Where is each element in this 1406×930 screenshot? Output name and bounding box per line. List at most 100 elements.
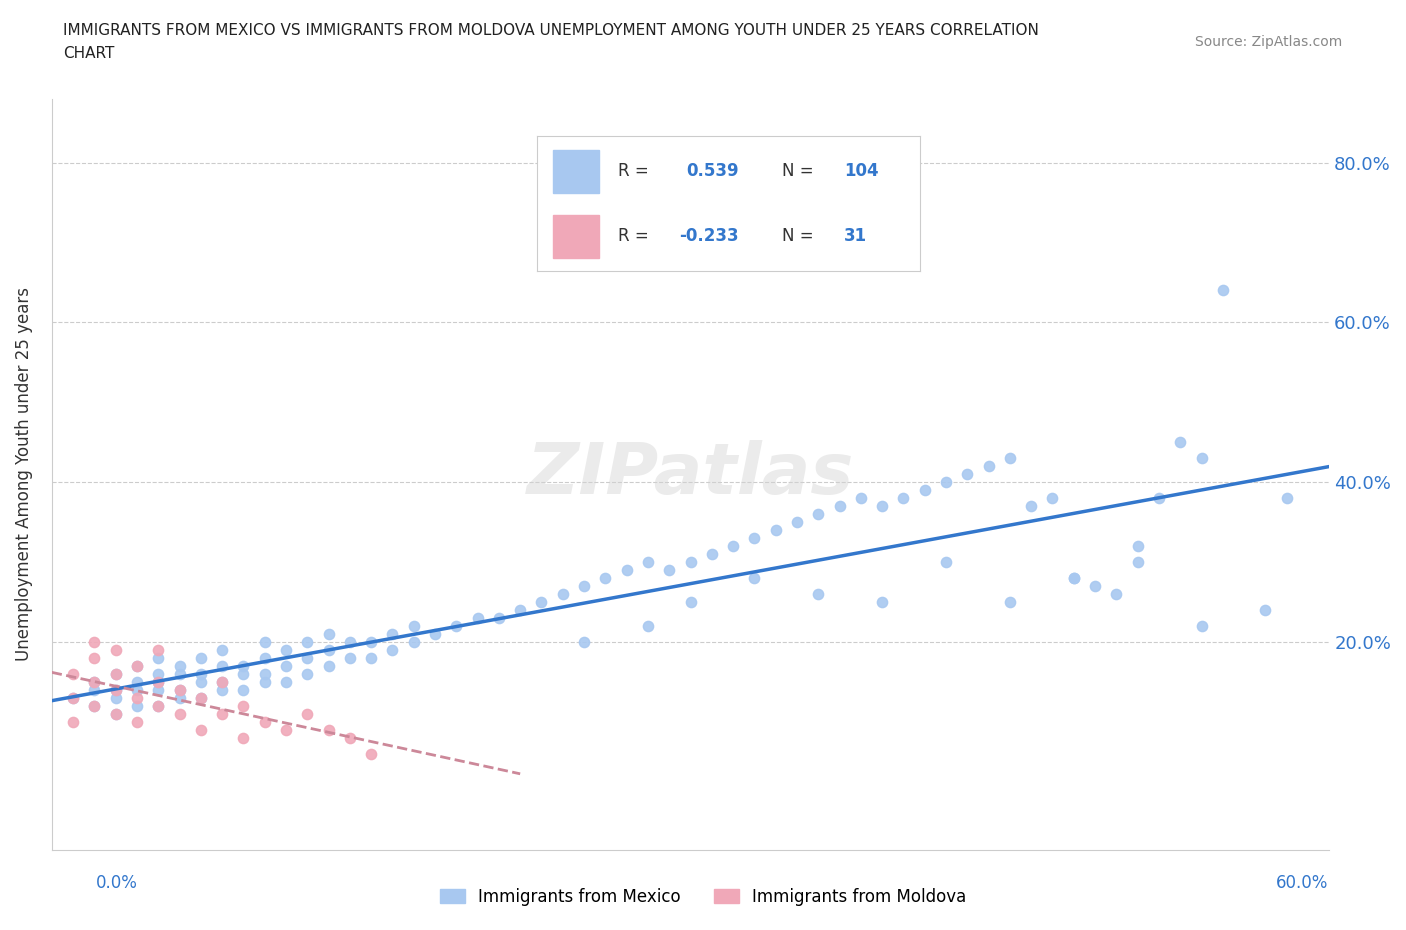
- Point: [148, 698, 170, 713]
- Point: [402, 634, 425, 649]
- Point: [1019, 498, 1042, 513]
- Point: [1042, 491, 1064, 506]
- Point: [125, 691, 148, 706]
- Point: [637, 555, 659, 570]
- Point: [232, 667, 254, 682]
- Point: [1126, 538, 1149, 553]
- Point: [190, 723, 212, 737]
- Point: [104, 683, 127, 698]
- Point: [1063, 571, 1085, 586]
- Point: [83, 651, 105, 666]
- Point: [1084, 578, 1107, 593]
- Point: [274, 723, 297, 737]
- Point: [83, 698, 105, 713]
- Point: [914, 483, 936, 498]
- Point: [637, 618, 659, 633]
- Point: [125, 698, 148, 713]
- Point: [297, 634, 319, 649]
- Point: [62, 714, 84, 729]
- Point: [83, 634, 105, 649]
- Point: [509, 603, 531, 618]
- Point: [274, 643, 297, 658]
- Point: [1147, 491, 1170, 506]
- Point: [318, 643, 340, 658]
- Point: [211, 674, 233, 689]
- Point: [700, 547, 723, 562]
- Point: [721, 538, 744, 553]
- Point: [125, 714, 148, 729]
- Point: [104, 683, 127, 698]
- Point: [274, 674, 297, 689]
- Point: [253, 674, 276, 689]
- Point: [339, 651, 361, 666]
- Point: [488, 611, 510, 626]
- Point: [956, 467, 979, 482]
- Point: [148, 698, 170, 713]
- Point: [595, 571, 617, 586]
- Point: [297, 667, 319, 682]
- Text: IMMIGRANTS FROM MEXICO VS IMMIGRANTS FROM MOLDOVA UNEMPLOYMENT AMONG YOUTH UNDER: IMMIGRANTS FROM MEXICO VS IMMIGRANTS FRO…: [63, 23, 1039, 38]
- Point: [148, 683, 170, 698]
- Point: [253, 651, 276, 666]
- Point: [1254, 603, 1277, 618]
- Point: [190, 667, 212, 682]
- Point: [572, 634, 595, 649]
- Text: ZIPatlas: ZIPatlas: [527, 440, 855, 509]
- Text: 0.0%: 0.0%: [96, 874, 138, 892]
- Legend: Immigrants from Mexico, Immigrants from Moldova: Immigrants from Mexico, Immigrants from …: [433, 881, 973, 912]
- Point: [1126, 555, 1149, 570]
- Point: [318, 627, 340, 642]
- Y-axis label: Unemployment Among Youth under 25 years: Unemployment Among Youth under 25 years: [15, 287, 32, 661]
- Point: [211, 674, 233, 689]
- Point: [148, 674, 170, 689]
- Point: [104, 707, 127, 722]
- Point: [148, 667, 170, 682]
- Point: [1212, 283, 1234, 298]
- Text: 60.0%: 60.0%: [1277, 874, 1329, 892]
- Point: [169, 683, 191, 698]
- Point: [744, 531, 766, 546]
- Point: [83, 698, 105, 713]
- Point: [765, 523, 787, 538]
- Point: [125, 683, 148, 698]
- Point: [232, 683, 254, 698]
- Point: [1191, 618, 1213, 633]
- Point: [190, 691, 212, 706]
- Point: [83, 683, 105, 698]
- Point: [423, 627, 446, 642]
- Point: [148, 674, 170, 689]
- Point: [318, 723, 340, 737]
- Point: [616, 563, 638, 578]
- Point: [148, 651, 170, 666]
- Point: [551, 587, 574, 602]
- Point: [318, 658, 340, 673]
- Point: [849, 491, 872, 506]
- Point: [807, 507, 830, 522]
- Point: [211, 683, 233, 698]
- Point: [935, 475, 957, 490]
- Point: [190, 651, 212, 666]
- Point: [381, 643, 404, 658]
- Point: [169, 658, 191, 673]
- Text: Source: ZipAtlas.com: Source: ZipAtlas.com: [1195, 35, 1343, 49]
- Point: [935, 555, 957, 570]
- Point: [977, 458, 1000, 473]
- Point: [232, 658, 254, 673]
- Point: [297, 651, 319, 666]
- Point: [62, 691, 84, 706]
- Point: [828, 498, 851, 513]
- Point: [870, 594, 893, 609]
- Point: [360, 651, 382, 666]
- Point: [104, 691, 127, 706]
- Point: [211, 658, 233, 673]
- Point: [658, 563, 681, 578]
- Point: [360, 747, 382, 762]
- Point: [253, 714, 276, 729]
- Point: [467, 611, 489, 626]
- Point: [125, 658, 148, 673]
- Point: [104, 667, 127, 682]
- Point: [998, 594, 1021, 609]
- Point: [104, 707, 127, 722]
- Point: [253, 667, 276, 682]
- Point: [1105, 587, 1128, 602]
